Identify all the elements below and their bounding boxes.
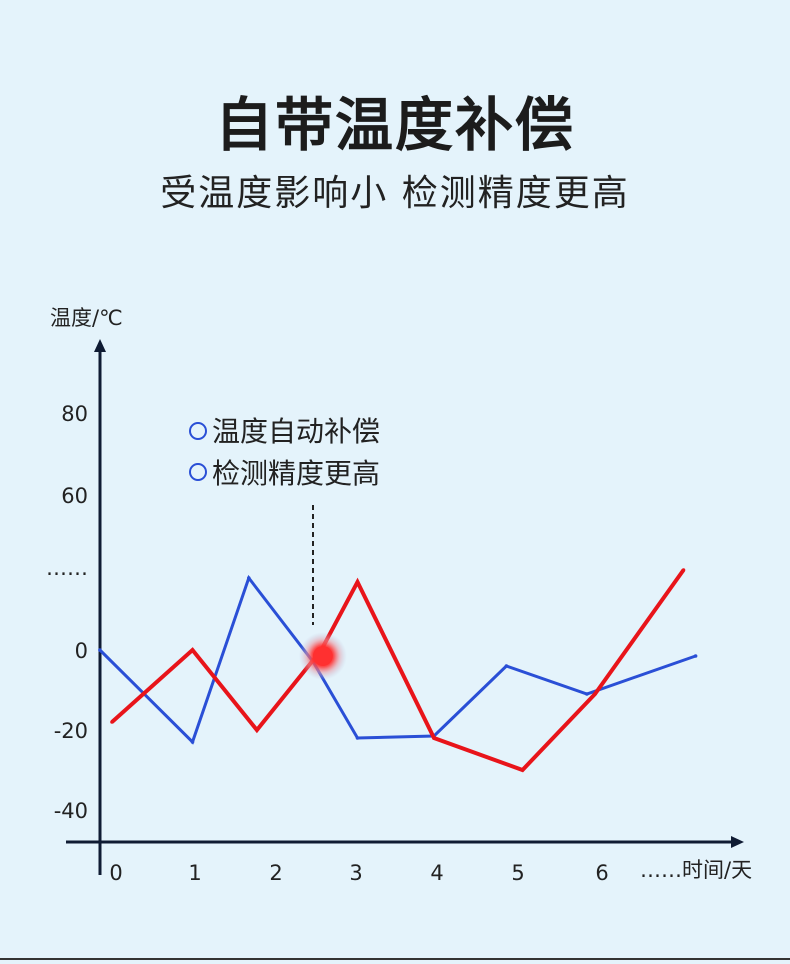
data-point — [355, 736, 360, 740]
x-tick-label: 3 — [349, 861, 362, 885]
y-tick-label: 60 — [61, 484, 88, 508]
x-tick-label: 1 — [188, 861, 201, 885]
x-axis-label: ……时间/天 — [640, 858, 752, 882]
highlight-dot — [312, 646, 333, 666]
data-point — [247, 576, 251, 580]
x-tick-label: 4 — [430, 861, 443, 885]
legend-marker-icon — [189, 422, 207, 440]
data-point — [585, 692, 589, 696]
y-tick-label: 80 — [61, 402, 88, 426]
data-point — [255, 728, 259, 732]
data-point — [98, 648, 102, 652]
data-point — [190, 648, 195, 652]
data-point — [355, 580, 360, 584]
y-tick-label: -20 — [54, 719, 88, 743]
data-point — [190, 740, 195, 744]
x-tick-label: 2 — [269, 861, 282, 885]
page-title: 自带温度补偿 — [214, 91, 575, 159]
y-axis-arrow-icon — [94, 339, 106, 352]
y-tick-label: 0 — [75, 639, 88, 663]
data-point — [520, 768, 525, 772]
data-point — [504, 664, 509, 668]
y-axis-label: 温度/℃ — [50, 306, 123, 330]
y-tick-label: -40 — [54, 799, 88, 823]
x-tick-label: 0 — [109, 861, 122, 885]
data-point — [593, 692, 597, 696]
x-tick-label: 5 — [511, 861, 524, 885]
x-tick-label: 6 — [595, 861, 608, 885]
legend-marker-icon — [189, 463, 207, 481]
data-point — [110, 720, 114, 724]
legend-item-1: 温度自动补偿 — [212, 415, 380, 448]
bottom-divider — [0, 958, 790, 960]
data-point — [432, 736, 436, 740]
data-point — [693, 654, 698, 658]
x-axis-arrow-icon — [731, 836, 744, 848]
legend-item-2: 检测精度更高 — [212, 457, 380, 490]
series-line-red — [110, 568, 686, 773]
y-tick-label: …… — [46, 556, 88, 580]
data-point — [681, 568, 686, 572]
page-subtitle: 受温度影响小 检测精度更高 — [160, 173, 630, 214]
